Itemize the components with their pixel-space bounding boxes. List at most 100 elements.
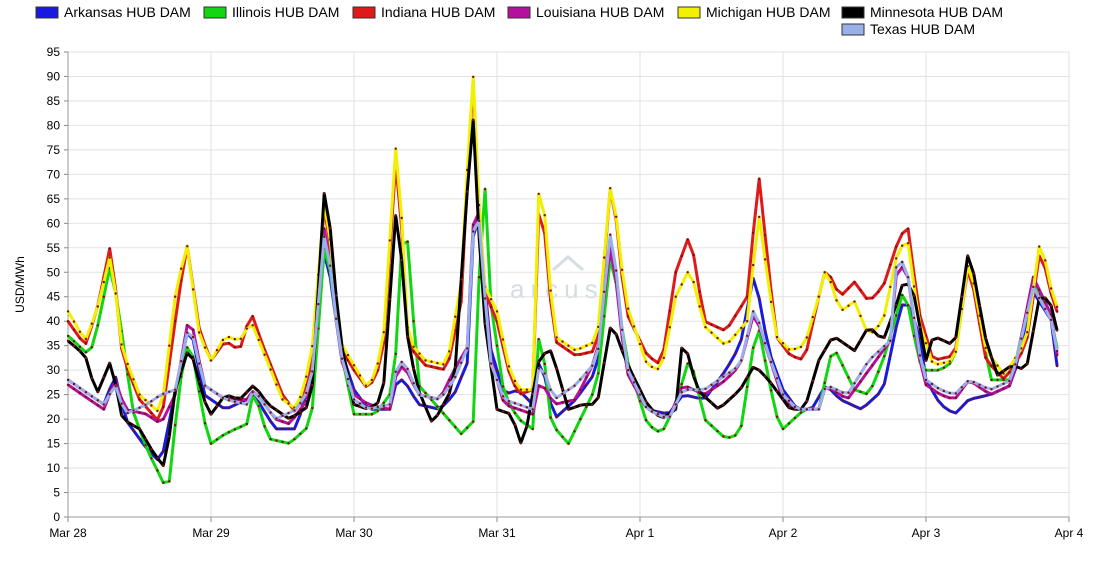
data-point <box>728 324 731 327</box>
data-point <box>448 392 451 395</box>
data-point <box>746 334 749 338</box>
data-point <box>507 400 511 403</box>
data-point <box>912 285 916 288</box>
data-point <box>871 398 874 401</box>
data-point <box>746 295 749 298</box>
data-point <box>680 283 683 286</box>
data-point <box>442 403 445 406</box>
data-point <box>221 406 225 409</box>
data-point <box>472 420 475 423</box>
data-point <box>728 340 731 343</box>
data-point <box>162 392 165 395</box>
data-point <box>924 369 928 372</box>
data-point <box>883 282 886 285</box>
data-point <box>239 345 242 348</box>
data-point <box>710 401 713 404</box>
data-point <box>418 403 421 406</box>
data-point <box>984 390 987 393</box>
data-point <box>1044 307 1047 311</box>
arcus-watermark: arcus <box>510 255 598 304</box>
data-point <box>472 230 475 233</box>
data-point <box>1049 287 1053 290</box>
data-point <box>257 404 260 408</box>
data-point <box>394 147 397 150</box>
data-point <box>406 240 409 243</box>
data-point <box>543 352 546 355</box>
data-point <box>632 325 636 328</box>
data-point <box>877 324 880 328</box>
data-point <box>424 405 427 409</box>
data-point <box>263 353 266 356</box>
data-point <box>1055 349 1059 353</box>
data-point <box>877 370 880 373</box>
data-point <box>1008 365 1011 369</box>
data-point <box>436 397 439 401</box>
data-point <box>841 308 844 311</box>
data-point <box>239 401 242 405</box>
data-point <box>567 442 570 445</box>
data-point <box>859 390 862 393</box>
data-point <box>805 400 808 403</box>
data-point <box>728 371 731 374</box>
data-point <box>865 392 868 395</box>
data-point <box>311 370 314 373</box>
data-point <box>1020 352 1023 355</box>
data-point <box>1026 362 1029 365</box>
data-point <box>257 332 260 335</box>
data-point <box>454 329 457 332</box>
data-point <box>412 320 415 323</box>
data-point <box>352 413 356 416</box>
data-point <box>763 342 767 345</box>
data-point <box>102 280 106 284</box>
data-point <box>841 293 844 296</box>
data-point <box>346 377 350 381</box>
data-point <box>847 391 850 394</box>
data-point <box>740 338 743 341</box>
data-point <box>364 384 368 387</box>
data-point <box>865 372 868 375</box>
data-point <box>841 399 844 402</box>
chart-axes: 0 5 10 15 20 25 30 35 40 45 50 55 60 65 70 75 80 85 90 95 Ma… <box>13 45 1084 540</box>
data-point <box>752 366 755 369</box>
data-point <box>680 254 683 258</box>
data-point <box>781 427 785 431</box>
data-point <box>90 395 94 398</box>
data-point <box>72 344 76 348</box>
data-point <box>418 352 421 355</box>
data-point <box>66 378 70 382</box>
data-point <box>871 384 874 388</box>
x-tick-label: Mar 29 <box>192 526 230 540</box>
watermark-roof-icon <box>552 255 584 272</box>
data-point <box>66 320 70 323</box>
data-point <box>680 386 683 389</box>
data-point <box>698 390 701 394</box>
data-point <box>412 345 415 348</box>
data-point <box>930 360 934 363</box>
data-point <box>66 334 70 338</box>
data-point <box>144 412 147 416</box>
data-point <box>948 360 951 363</box>
data-point <box>460 361 463 364</box>
data-point <box>901 244 904 247</box>
data-point <box>567 388 570 391</box>
data-point <box>501 395 505 398</box>
data-point <box>191 335 195 339</box>
data-point <box>78 391 82 395</box>
data-point <box>620 328 624 331</box>
data-point <box>984 337 987 340</box>
data-point <box>793 405 797 409</box>
data-point <box>895 314 898 317</box>
data-point <box>525 425 528 428</box>
data-point <box>513 406 517 410</box>
data-point <box>769 382 773 385</box>
data-point <box>287 427 290 431</box>
data-point <box>329 264 332 267</box>
data-point <box>466 347 469 350</box>
data-point <box>287 422 290 425</box>
data-point <box>132 378 135 381</box>
data-point <box>805 408 808 411</box>
data-point <box>543 372 546 375</box>
data-point <box>734 314 737 317</box>
data-point <box>775 415 779 418</box>
data-point <box>954 411 957 415</box>
